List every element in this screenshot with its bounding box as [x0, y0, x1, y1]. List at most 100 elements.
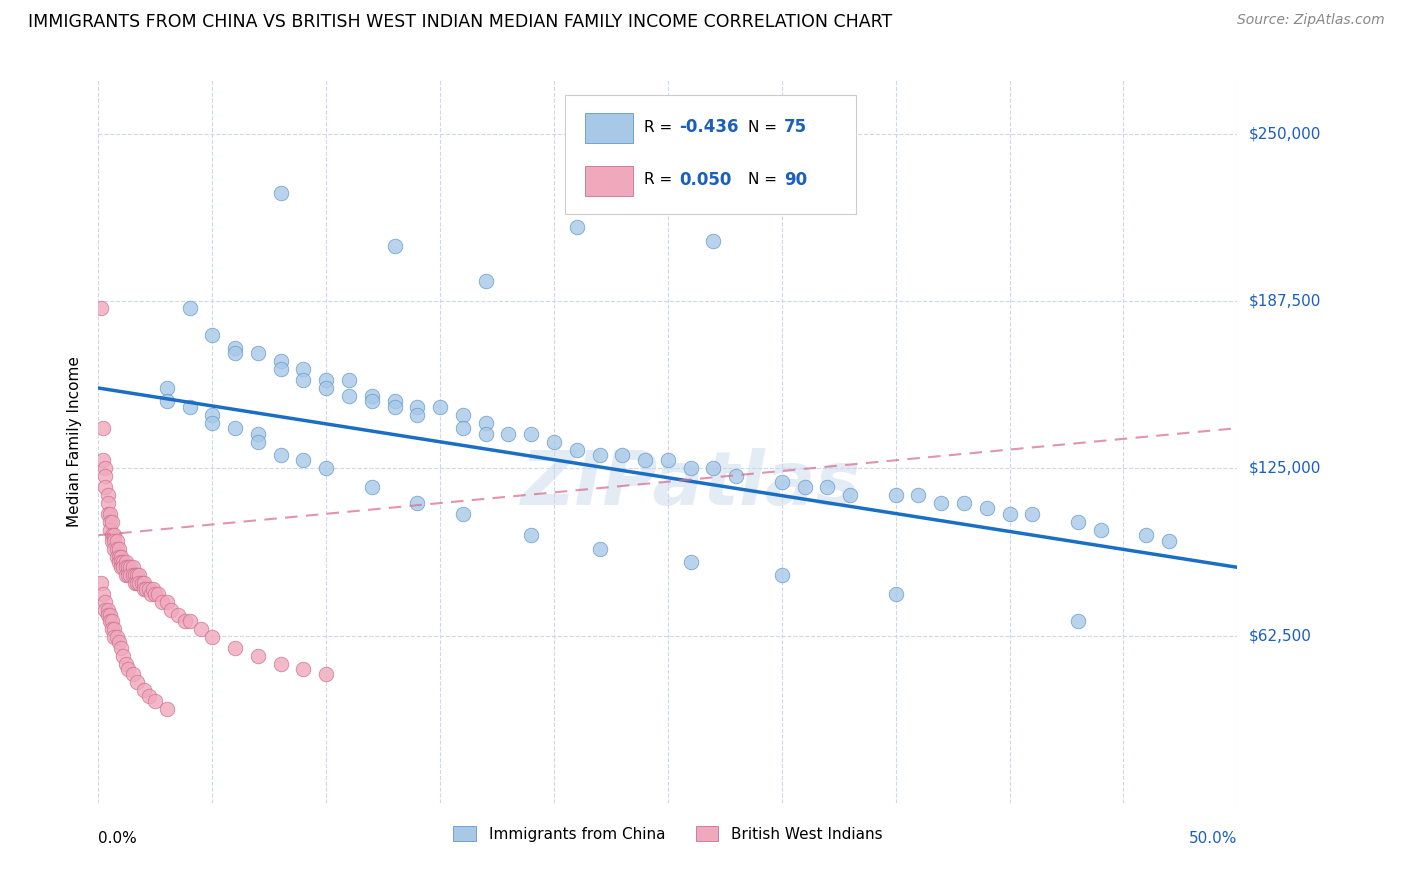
Point — [360, 480, 382, 494]
Point — [634, 453, 657, 467]
Point — [138, 689, 160, 703]
Point — [124, 568, 146, 582]
Point — [128, 576, 150, 591]
Point — [112, 648, 135, 663]
Point — [110, 549, 132, 564]
Text: $250,000: $250,000 — [1249, 127, 1320, 141]
Point — [315, 667, 337, 681]
Point — [142, 582, 165, 596]
Y-axis label: Median Family Income: Median Family Income — [67, 356, 83, 527]
Point — [406, 400, 429, 414]
Point — [201, 408, 224, 422]
Point — [224, 640, 246, 655]
Point — [112, 560, 135, 574]
Text: $187,500: $187,500 — [1249, 293, 1320, 309]
Point — [384, 400, 406, 414]
Point — [201, 416, 224, 430]
Point — [976, 501, 998, 516]
Point — [1067, 614, 1090, 628]
Point — [132, 683, 155, 698]
Point — [953, 496, 976, 510]
Point — [98, 614, 121, 628]
Point — [139, 587, 162, 601]
Point — [146, 587, 169, 601]
Text: R =: R = — [644, 172, 678, 187]
Point — [498, 426, 520, 441]
Point — [292, 373, 315, 387]
Point — [270, 362, 292, 376]
Point — [105, 541, 128, 556]
Point — [117, 568, 139, 582]
Point — [270, 448, 292, 462]
Point — [114, 657, 136, 671]
Point — [101, 515, 124, 529]
Point — [156, 381, 179, 395]
Point — [1067, 515, 1090, 529]
Point — [337, 373, 360, 387]
Point — [101, 614, 124, 628]
Point — [429, 400, 451, 414]
Point — [1157, 533, 1180, 548]
Point — [96, 507, 118, 521]
Point — [114, 568, 136, 582]
Point — [121, 560, 143, 574]
Text: 90: 90 — [785, 171, 807, 189]
Point — [108, 555, 131, 569]
Point — [565, 220, 588, 235]
Point — [793, 480, 815, 494]
Legend: Immigrants from China, British West Indians: Immigrants from China, British West Indi… — [446, 818, 890, 849]
Point — [120, 568, 142, 582]
Point — [121, 568, 143, 582]
Text: Source: ZipAtlas.com: Source: ZipAtlas.com — [1237, 13, 1385, 28]
Point — [179, 301, 201, 315]
Bar — [585, 166, 633, 196]
Bar — [585, 112, 633, 143]
Point — [98, 507, 121, 521]
Point — [474, 416, 496, 430]
Point — [150, 595, 173, 609]
Point — [96, 488, 118, 502]
Point — [114, 560, 136, 574]
Point — [127, 568, 149, 582]
Point — [103, 622, 125, 636]
Text: N =: N = — [748, 120, 782, 135]
Point — [179, 614, 201, 628]
Point — [270, 657, 292, 671]
Point — [98, 515, 121, 529]
Point — [103, 630, 125, 644]
Point — [120, 560, 142, 574]
Point — [406, 496, 429, 510]
Point — [884, 587, 907, 601]
Point — [451, 507, 474, 521]
Point — [96, 608, 118, 623]
Point — [224, 346, 246, 360]
Point — [702, 234, 724, 248]
Point — [101, 533, 124, 548]
Point — [156, 394, 179, 409]
Point — [156, 702, 179, 716]
Point — [90, 301, 112, 315]
Point — [108, 635, 131, 649]
Point — [270, 354, 292, 368]
Point — [160, 603, 183, 617]
Point — [101, 622, 124, 636]
Point — [246, 648, 269, 663]
Point — [520, 426, 543, 441]
Text: $62,500: $62,500 — [1249, 628, 1312, 643]
Point — [884, 488, 907, 502]
Point — [98, 608, 121, 623]
Point — [451, 421, 474, 435]
Point — [725, 469, 748, 483]
Point — [117, 662, 139, 676]
Point — [96, 496, 118, 510]
Point — [270, 186, 292, 200]
Text: 50.0%: 50.0% — [1189, 830, 1237, 846]
Text: IMMIGRANTS FROM CHINA VS BRITISH WEST INDIAN MEDIAN FAMILY INCOME CORRELATION CH: IMMIGRANTS FROM CHINA VS BRITISH WEST IN… — [28, 13, 893, 31]
Point — [114, 555, 136, 569]
Point — [174, 614, 197, 628]
Point — [1090, 523, 1112, 537]
Point — [105, 549, 128, 564]
Point — [929, 496, 952, 510]
Point — [588, 448, 610, 462]
Point — [131, 576, 153, 591]
